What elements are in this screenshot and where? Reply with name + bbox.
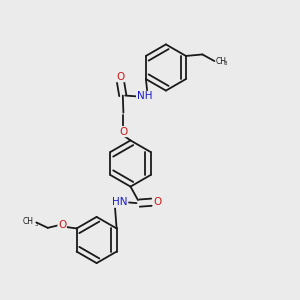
Text: O: O xyxy=(119,127,128,136)
Text: 3: 3 xyxy=(224,61,227,66)
Text: NH: NH xyxy=(136,92,152,101)
Text: 3: 3 xyxy=(34,222,38,227)
Text: O: O xyxy=(153,197,162,207)
Text: CH: CH xyxy=(23,217,34,226)
Text: HN: HN xyxy=(112,197,128,207)
Text: CH: CH xyxy=(216,56,227,66)
Text: O: O xyxy=(116,72,124,82)
Text: O: O xyxy=(58,220,66,230)
